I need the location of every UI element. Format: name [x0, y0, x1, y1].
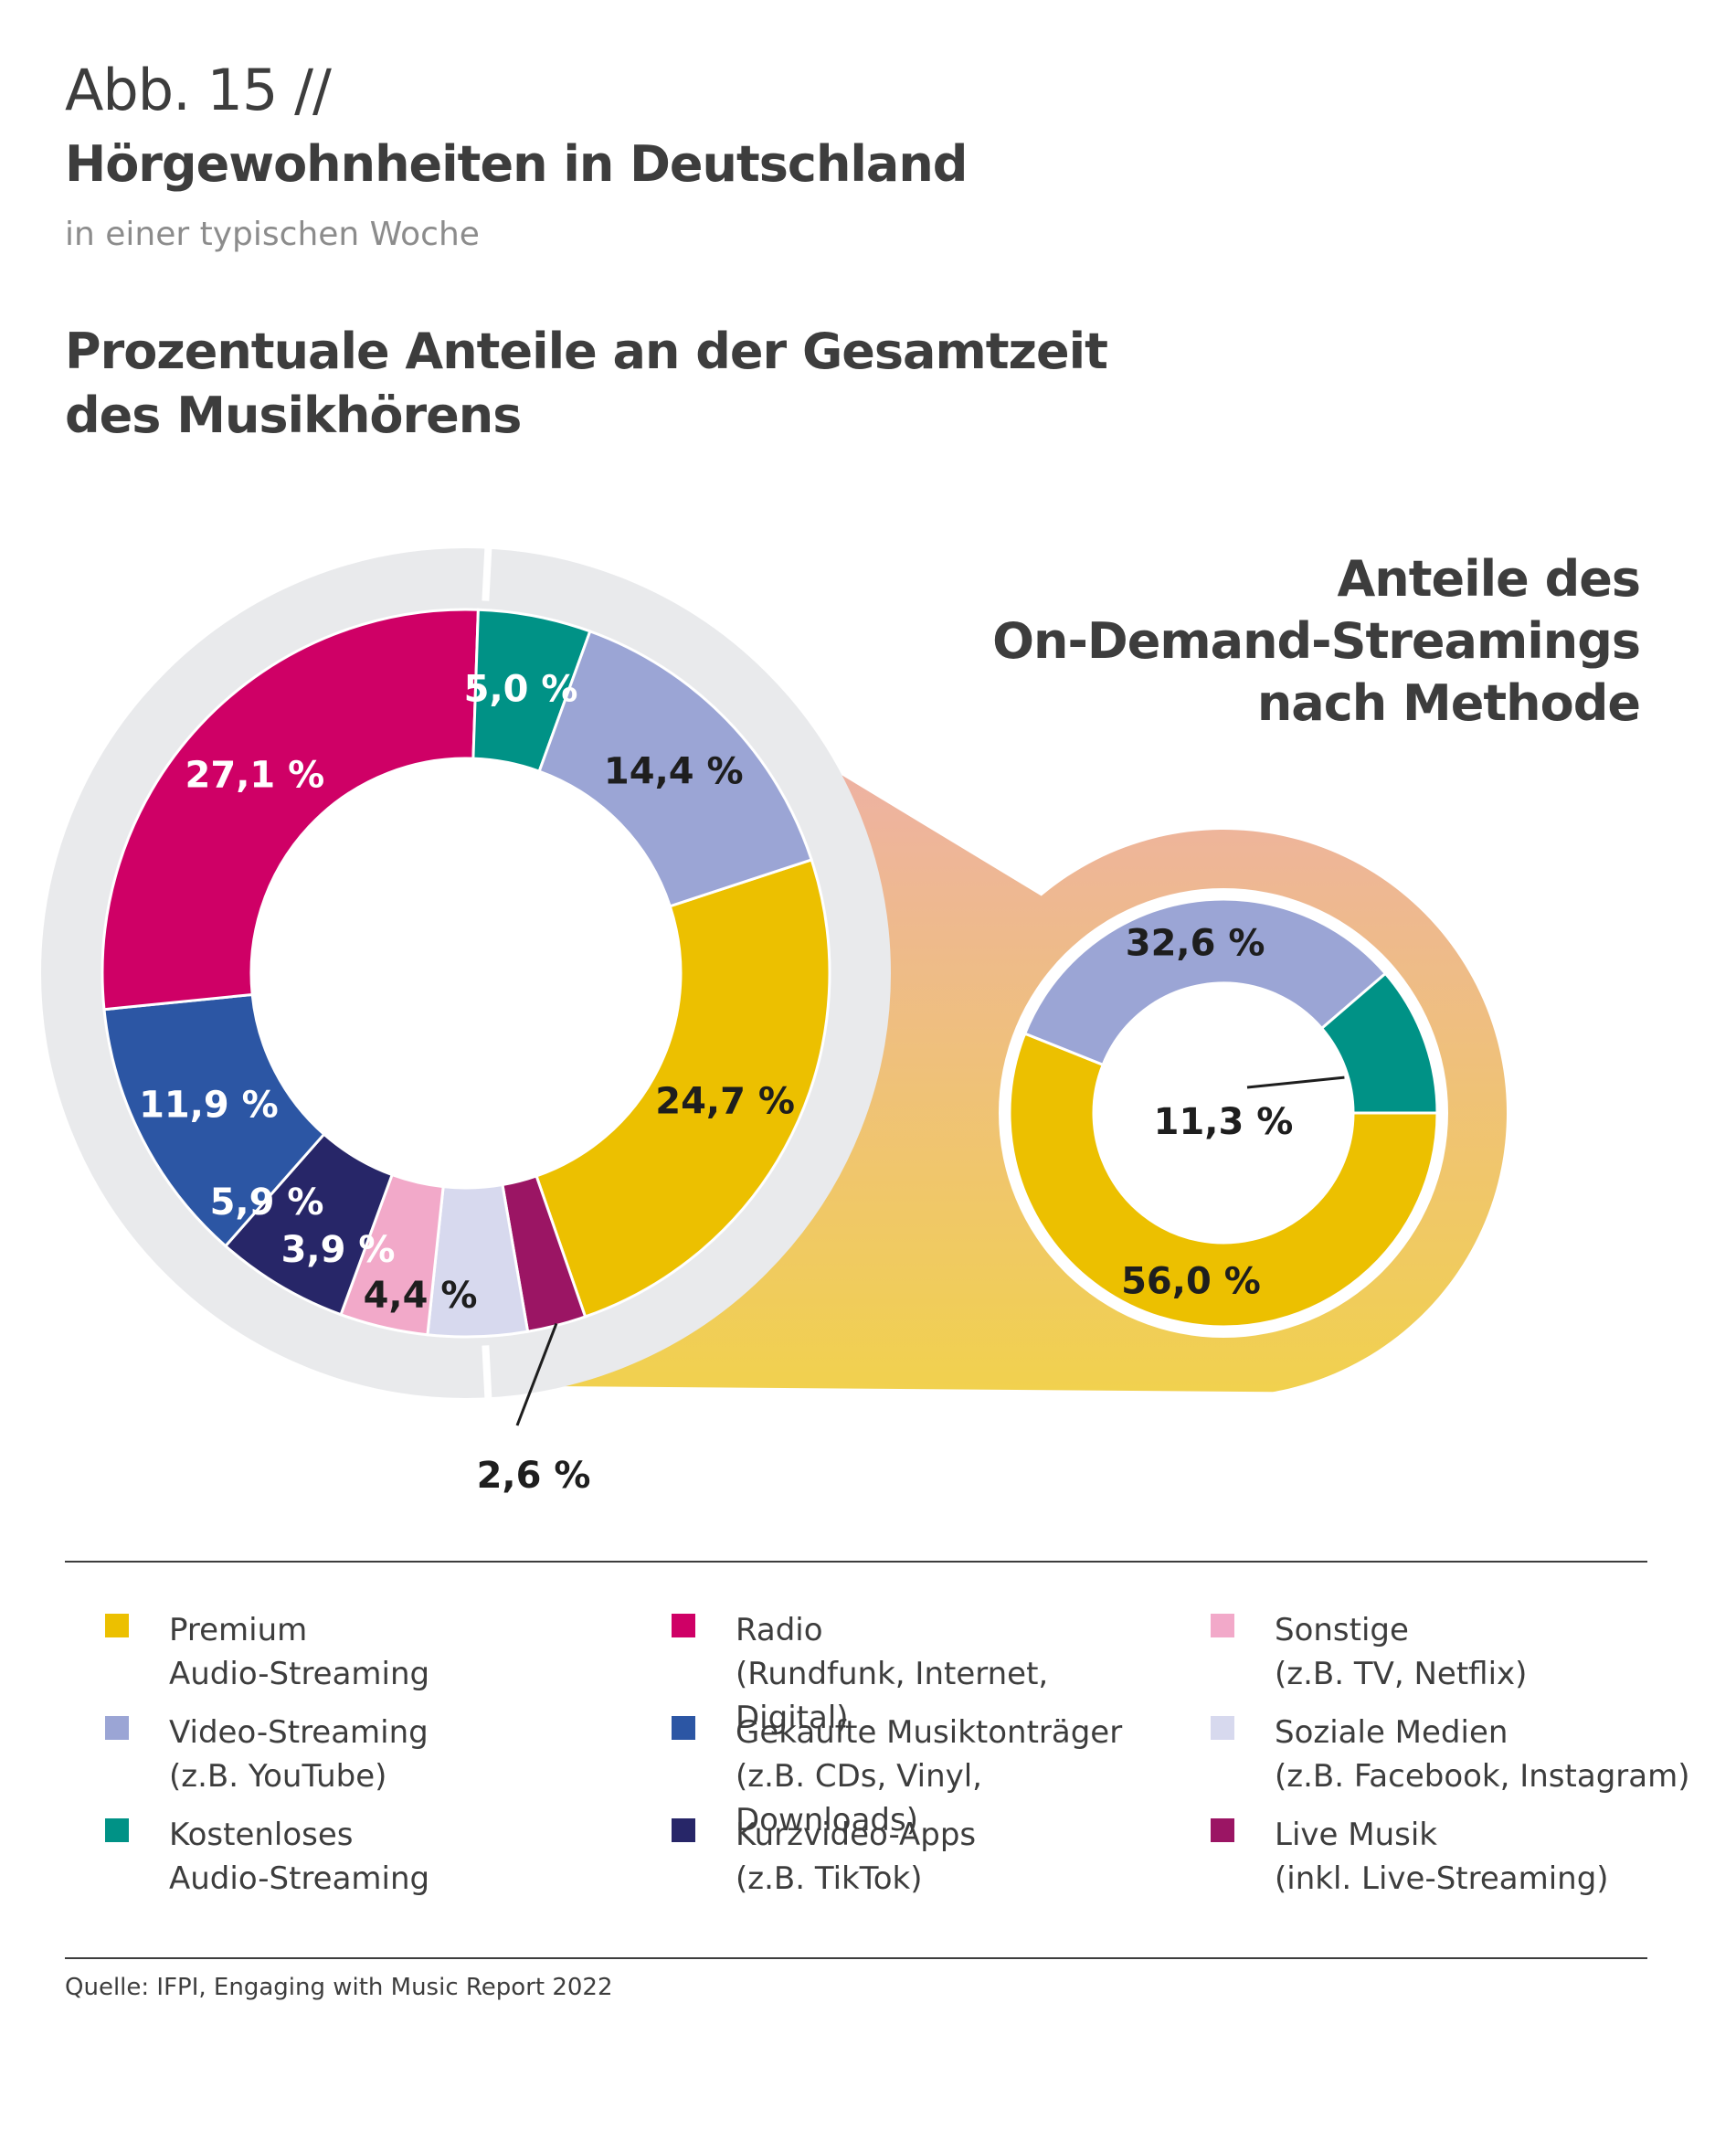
- outer-ring: [41, 548, 891, 1398]
- label-video-streaming: 14,4 %: [604, 751, 744, 793]
- donut-charts: 24,7 % 2,6 % 4,4 %3,9 % 5,9 % 11,9 % 27,1 % 5,…: [41, 547, 1508, 1497]
- legend-label: Sonstige (z.B. TV, Netflix): [1275, 1612, 1528, 1692]
- label-sonstige: 3,9 %: [281, 1229, 396, 1271]
- donut-labels: 24,7 % 2,6 % 4,4 %3,9 % 5,9 % 11,9 % 27,1 % 5,…: [139, 668, 1345, 1497]
- legend-label: Kurzvideo-Apps (z.B. TikTok): [736, 1817, 977, 1897]
- inset-chart-title: Anteile des On-Demand-Streamings nach Me…: [992, 550, 1641, 732]
- legend-swatch: [1211, 1716, 1234, 1740]
- legend-swatch: [672, 1818, 695, 1842]
- legend-label: Live Musik (inkl. Live-Streaming): [1275, 1817, 1609, 1897]
- legend-swatch: [105, 1716, 129, 1740]
- ring-gap: [482, 547, 492, 601]
- slice-video-streaming: [537, 629, 814, 908]
- legend-label: Kostenloses Audio-Streaming: [169, 1817, 430, 1897]
- legend-swatch: [105, 1614, 129, 1637]
- source-note: Quelle: IFPI, Engaging with Music Report…: [65, 1974, 613, 2001]
- legend-label: Premium Audio-Streaming: [169, 1612, 430, 1692]
- inset-donut: [999, 888, 1448, 1338]
- legend-swatch: [672, 1614, 695, 1637]
- leader-live-musik: [515, 1322, 558, 1426]
- slice-premium-audio-streaming: [535, 858, 831, 1319]
- label-live-musik: 2,6 %: [477, 1455, 591, 1497]
- legend-label: Video-Streaming (z.B. YouTube): [169, 1714, 429, 1795]
- label-kurzvideo-apps: 5,9 %: [210, 1181, 324, 1224]
- inset-label-video-streaming: 32,6 %: [1126, 923, 1265, 965]
- label-soziale-medien: 4,4 %: [364, 1275, 478, 1317]
- label-radio: 27,1 %: [185, 755, 325, 797]
- inset-label-kostenloses-audio-streaming: 11,3 %: [1154, 1101, 1294, 1143]
- ring-gap: [482, 1345, 492, 1399]
- page-subtitle: in einer typischen Woche: [65, 216, 480, 253]
- leader-inset-kostenloses: [1246, 1076, 1345, 1089]
- label-gekaufte-musiktontr-ger: 11,9 %: [139, 1085, 279, 1127]
- legend-label: Radio (Rundfunk, Internet, Digital): [736, 1612, 1049, 1736]
- divider-top: [65, 1561, 1647, 1563]
- legend-swatch: [105, 1818, 129, 1842]
- figure-label: Abb. 15 //: [65, 57, 332, 123]
- divider-bottom: [65, 1957, 1647, 1959]
- inset-slice-video-streaming: [1022, 897, 1388, 1067]
- legend-label: Gekaufte Musiktonträger (z.B. CDs, Vinyl…: [736, 1714, 1123, 1838]
- legend-swatch: [1211, 1614, 1234, 1637]
- legend-label: Soziale Medien (z.B. Facebook, Instagram…: [1275, 1714, 1690, 1795]
- inset-slice-premium-audio-streaming: [1008, 1032, 1439, 1329]
- main-chart-title: Prozentuale Anteile an der Gesamtzeit de…: [65, 323, 1108, 444]
- legend-swatch: [672, 1716, 695, 1740]
- label-kostenloses-audio-streaming: 5,0 %: [464, 668, 578, 710]
- legend-swatch: [1211, 1818, 1234, 1842]
- slice-radio: [101, 608, 480, 1012]
- main-donut: [41, 547, 891, 1399]
- inset-label-premium-audio-streaming: 56,0 %: [1121, 1261, 1261, 1303]
- inset-slice-kostenloses-audio-streaming: [1319, 971, 1439, 1115]
- label-premium-audio-streaming: 24,7 %: [655, 1080, 795, 1122]
- page-title: Hörgewohnheiten in Deutschland: [65, 135, 968, 193]
